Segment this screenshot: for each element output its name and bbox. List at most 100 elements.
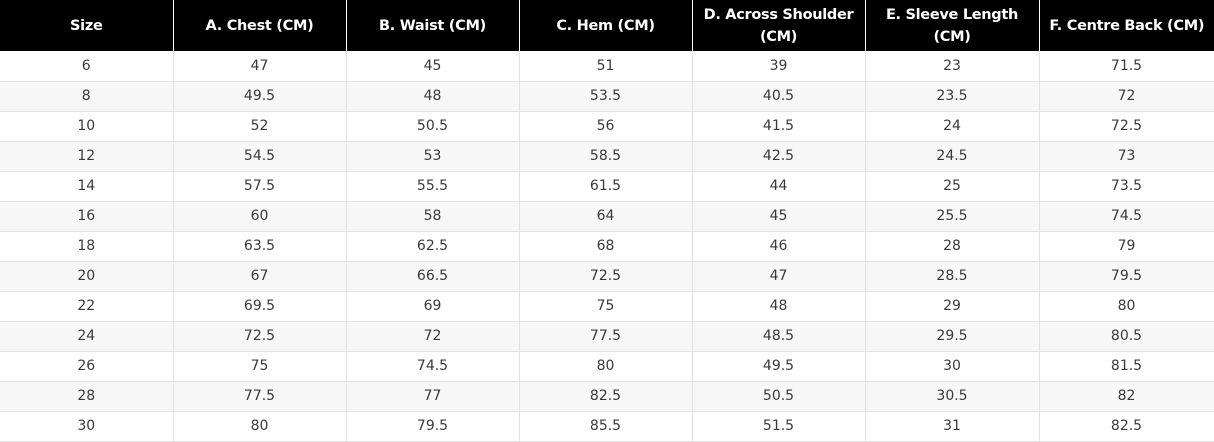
cell-waist: 45 <box>346 51 520 82</box>
cell-hem: 64 <box>519 201 693 232</box>
table-row: 6 47 45 51 39 23 71.5 <box>0 51 1214 82</box>
cell-across-shoulder: 44 <box>692 171 866 202</box>
cell-centre-back: 79.5 <box>1039 261 1214 292</box>
cell-hem: 53.5 <box>519 81 693 112</box>
cell-chest: 47 <box>173 51 347 82</box>
cell-chest: 52 <box>173 111 347 142</box>
table-row: 20 67 66.5 72.5 47 28.5 79.5 <box>0 261 1214 292</box>
cell-across-shoulder: 46 <box>692 231 866 262</box>
cell-sleeve-length: 28.5 <box>865 261 1040 292</box>
cell-size: 26 <box>0 351 174 382</box>
cell-across-shoulder: 45 <box>692 201 866 232</box>
cell-hem: 82.5 <box>519 381 693 412</box>
cell-chest: 49.5 <box>173 81 347 112</box>
cell-waist: 66.5 <box>346 261 520 292</box>
cell-waist: 79.5 <box>346 411 520 442</box>
cell-chest: 72.5 <box>173 321 347 352</box>
cell-chest: 80 <box>173 411 347 442</box>
cell-chest: 63.5 <box>173 231 347 262</box>
cell-size: 24 <box>0 321 174 352</box>
cell-centre-back: 73.5 <box>1039 171 1214 202</box>
cell-chest: 57.5 <box>173 171 347 202</box>
cell-centre-back: 82.5 <box>1039 411 1214 442</box>
cell-waist: 69 <box>346 291 520 322</box>
cell-sleeve-length: 23 <box>865 51 1040 82</box>
cell-hem: 56 <box>519 111 693 142</box>
table-row: 26 75 74.5 80 49.5 30 81.5 <box>0 351 1214 382</box>
cell-across-shoulder: 40.5 <box>692 81 866 112</box>
cell-size: 16 <box>0 201 174 232</box>
size-chart-header: Size A. Chest (CM) B. Waist (CM) C. Hem … <box>0 0 1214 51</box>
header-centre-back: F. Centre Back (CM) <box>1039 0 1214 51</box>
cell-centre-back: 82 <box>1039 381 1214 412</box>
cell-centre-back: 80.5 <box>1039 321 1214 352</box>
cell-size: 10 <box>0 111 174 142</box>
header-across-shoulder: D. Across Shoulder (CM) <box>692 0 866 51</box>
cell-size: 20 <box>0 261 174 292</box>
header-size: Size <box>0 0 174 51</box>
header-sleeve-length: E. Sleeve Length (CM) <box>865 0 1040 51</box>
cell-across-shoulder: 49.5 <box>692 351 866 382</box>
table-row: 10 52 50.5 56 41.5 24 72.5 <box>0 111 1214 142</box>
table-row: 18 63.5 62.5 68 46 28 79 <box>0 231 1214 262</box>
cell-waist: 50.5 <box>346 111 520 142</box>
table-row: 22 69.5 69 75 48 29 80 <box>0 291 1214 322</box>
cell-chest: 54.5 <box>173 141 347 172</box>
cell-size: 8 <box>0 81 174 112</box>
cell-size: 30 <box>0 411 174 442</box>
cell-hem: 80 <box>519 351 693 382</box>
cell-hem: 61.5 <box>519 171 693 202</box>
cell-size: 14 <box>0 171 174 202</box>
cell-size: 12 <box>0 141 174 172</box>
cell-sleeve-length: 23.5 <box>865 81 1040 112</box>
cell-centre-back: 72.5 <box>1039 111 1214 142</box>
cell-sleeve-length: 30.5 <box>865 381 1040 412</box>
cell-hem: 68 <box>519 231 693 262</box>
header-row: Size A. Chest (CM) B. Waist (CM) C. Hem … <box>0 0 1214 51</box>
size-chart-body: 6 47 45 51 39 23 71.5 8 49.5 48 53.5 40.5 23.5 72 10 52… <box>0 51 1214 442</box>
table-row: 12 54.5 53 58.5 42.5 24.5 73 <box>0 141 1214 172</box>
cell-centre-back: 74.5 <box>1039 201 1214 232</box>
cell-sleeve-length: 31 <box>865 411 1040 442</box>
cell-chest: 60 <box>173 201 347 232</box>
cell-hem: 75 <box>519 291 693 322</box>
cell-size: 18 <box>0 231 174 262</box>
cell-waist: 62.5 <box>346 231 520 262</box>
cell-waist: 77 <box>346 381 520 412</box>
cell-chest: 77.5 <box>173 381 347 412</box>
cell-sleeve-length: 29.5 <box>865 321 1040 352</box>
cell-across-shoulder: 50.5 <box>692 381 866 412</box>
table-row: 30 80 79.5 85.5 51.5 31 82.5 <box>0 411 1214 442</box>
cell-centre-back: 80 <box>1039 291 1214 322</box>
table-row: 16 60 58 64 45 25.5 74.5 <box>0 201 1214 232</box>
cell-centre-back: 73 <box>1039 141 1214 172</box>
cell-across-shoulder: 47 <box>692 261 866 292</box>
cell-sleeve-length: 24 <box>865 111 1040 142</box>
cell-waist: 48 <box>346 81 520 112</box>
cell-hem: 72.5 <box>519 261 693 292</box>
cell-across-shoulder: 42.5 <box>692 141 866 172</box>
cell-size: 22 <box>0 291 174 322</box>
cell-chest: 67 <box>173 261 347 292</box>
cell-chest: 75 <box>173 351 347 382</box>
cell-centre-back: 81.5 <box>1039 351 1214 382</box>
cell-sleeve-length: 29 <box>865 291 1040 322</box>
cell-across-shoulder: 51.5 <box>692 411 866 442</box>
header-waist: B. Waist (CM) <box>346 0 520 51</box>
cell-size: 6 <box>0 51 174 82</box>
cell-across-shoulder: 48.5 <box>692 321 866 352</box>
cell-across-shoulder: 48 <box>692 291 866 322</box>
cell-hem: 58.5 <box>519 141 693 172</box>
table-row: 8 49.5 48 53.5 40.5 23.5 72 <box>0 81 1214 112</box>
cell-hem: 77.5 <box>519 321 693 352</box>
cell-waist: 72 <box>346 321 520 352</box>
cell-sleeve-length: 25.5 <box>865 201 1040 232</box>
cell-across-shoulder: 39 <box>692 51 866 82</box>
table-row: 14 57.5 55.5 61.5 44 25 73.5 <box>0 171 1214 202</box>
cell-centre-back: 71.5 <box>1039 51 1214 82</box>
header-hem: C. Hem (CM) <box>519 0 693 51</box>
table-row: 24 72.5 72 77.5 48.5 29.5 80.5 <box>0 321 1214 352</box>
cell-centre-back: 79 <box>1039 231 1214 262</box>
cell-size: 28 <box>0 381 174 412</box>
